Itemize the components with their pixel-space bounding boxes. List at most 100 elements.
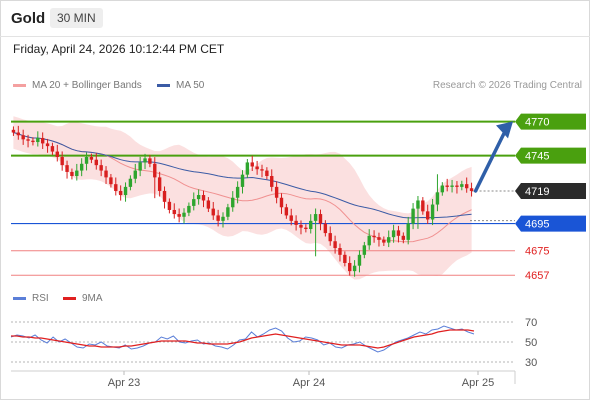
rsi-level-label-50: 50 [525,337,537,349]
timeframe-badge[interactable]: 30 MIN [50,8,103,28]
legend-bollinger-label: MA 20 + Bollinger Bands [32,80,142,91]
candle-body [143,158,147,163]
legend-ma50-label: MA 50 [176,80,205,91]
legend-rsi-ma: 9MA [63,293,103,304]
candle-body [387,237,391,243]
candle-body [426,211,430,220]
level-label-4675: 4675 [525,246,549,258]
candle-body [138,162,142,171]
candle-body [430,204,435,220]
candle-body [367,235,371,246]
level-tag-4745 [515,147,586,164]
candle-body [99,165,103,171]
candle-body [45,143,50,147]
candle-body [206,200,211,209]
candle-body [401,235,406,240]
candle-body [40,137,45,144]
candle-body [406,223,410,240]
rsi-line [10,325,475,353]
rsi-panel: 70 50 30 [10,317,537,369]
candle-body [182,212,186,217]
candle-body [289,215,293,221]
candle-body [55,151,59,157]
level-label-4770: 4770 [525,117,549,129]
candle-body [352,265,357,272]
candle-body [162,190,167,202]
rsi-level-label-30: 30 [525,357,537,369]
candle-body [391,230,396,238]
candle-body [338,248,342,255]
time-axis: Apr 23 Apr 24 Apr 25 [11,370,516,389]
candle-body [313,214,318,221]
candle-body [411,208,415,224]
level-tag-4695 [515,215,586,232]
candle-body [187,205,191,213]
candle-body [245,162,250,175]
candle-body [70,171,74,177]
candle-body [104,170,108,178]
rsi-ma-line [11,329,475,349]
candles-layer [11,125,474,277]
candle-body [109,177,113,185]
candle-body [65,165,69,172]
candle-body [421,200,425,212]
rsi-ma-swatch [63,297,76,300]
time-label-apr-23: Apr 23 [108,377,140,389]
candle-body [445,185,449,187]
candle-body [372,235,376,238]
candle-body [343,254,347,263]
candle-body [294,220,298,225]
candle-body [274,186,279,198]
candle-body [216,215,220,221]
legend-rsi-label: RSI [32,293,49,304]
candle-body [279,197,284,208]
candle-body [304,227,308,230]
candle-body [464,184,469,189]
level-label-4657: 4657 [525,270,549,282]
candle-body [60,156,64,166]
candle-body [328,233,332,242]
candle-body [455,185,459,187]
candle-body [211,208,215,216]
bollinger-band [13,116,472,280]
datetime-label: Friday, April 24, 2026 10:12:44 PM CET [13,42,225,56]
bollinger-band-layer [13,116,472,280]
candle-body [362,245,367,255]
candle-body [31,140,35,143]
time-label-apr-25: Apr 25 [462,377,494,389]
candle-body [221,216,225,221]
candle-body [284,207,289,216]
candle-body [50,146,55,152]
forecast-arrow-head [496,121,513,139]
candle-body [469,188,474,191]
candle-body [260,169,264,171]
candle-body [231,197,235,208]
candle-body [270,176,274,187]
candle-body [114,184,118,191]
candle-body [196,195,201,200]
candle-body [167,201,172,210]
candle-body [226,207,230,217]
candle-body [153,163,157,178]
level-label-4695: 4695 [525,219,549,231]
candle-body [250,162,254,167]
copyright-label: Research © 2026 Trading Central [432,80,582,91]
candle-body [157,177,162,191]
symbol-title: Gold [11,10,46,27]
candle-body [172,209,176,215]
legend-bollinger: MA 20 + Bollinger Bands [13,80,142,91]
candle-body [299,224,303,228]
candle-body [192,199,196,206]
candle-body [133,170,137,179]
candle-body [94,159,98,166]
bollinger-swatch [13,84,26,87]
candle-body [318,214,323,224]
candle-body [118,190,123,196]
candle-body [89,156,94,160]
candle-body [382,239,386,243]
forecast-arrow-shaft [473,131,506,193]
rsi-swatch [13,297,26,300]
candle-body [11,129,16,133]
candle-body [201,195,206,201]
